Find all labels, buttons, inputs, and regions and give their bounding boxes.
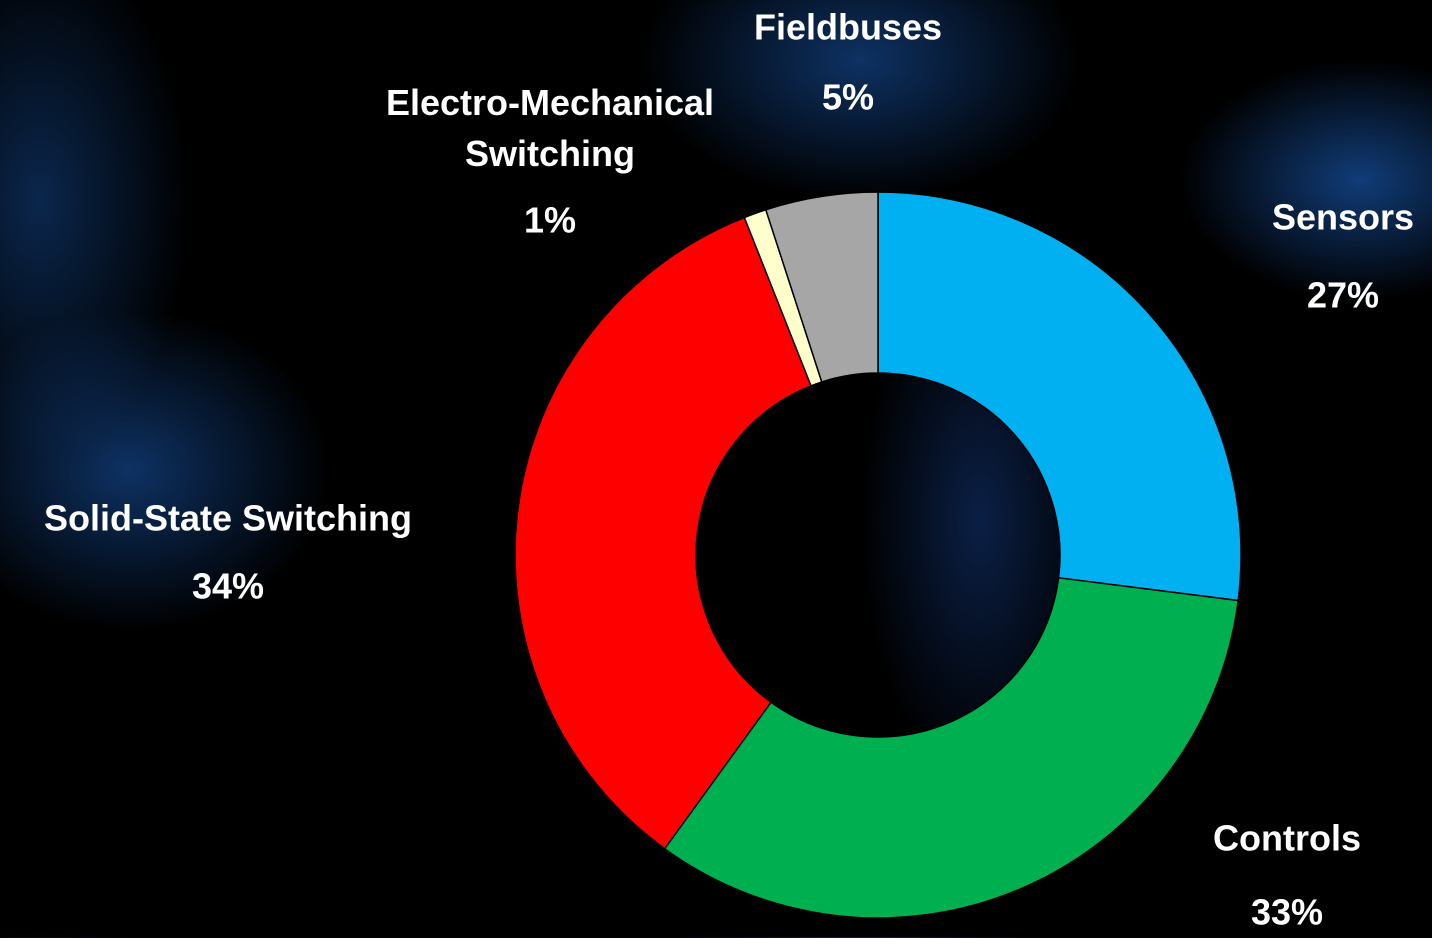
slice-label: Fieldbuses [754, 2, 942, 53]
slice-label: 33% [1251, 887, 1323, 938]
slice-label: Electro-Mechanical Switching [340, 77, 760, 179]
slice-label: Solid-State Switching [44, 493, 412, 544]
slice-label: 27% [1307, 270, 1379, 321]
donut-slice [878, 192, 1241, 600]
slice-label: 34% [192, 561, 264, 612]
slice-label: Controls [1213, 813, 1361, 864]
slice-label: 1% [524, 195, 576, 246]
slice-label: Sensors [1272, 192, 1414, 243]
page: (() => { const data = JSON.parse(documen… [0, 0, 1432, 937]
slice-label: 5% [822, 72, 874, 123]
donut-slice [665, 578, 1239, 918]
